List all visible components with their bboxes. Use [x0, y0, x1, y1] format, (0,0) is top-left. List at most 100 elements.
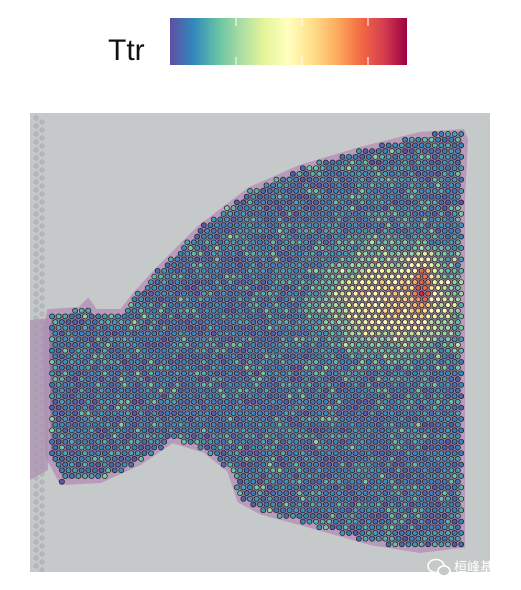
spot: [227, 336, 234, 343]
spot: [451, 336, 458, 343]
spot: [372, 530, 379, 536]
spot: [207, 290, 214, 297]
spot: [445, 450, 451, 457]
spot: [55, 313, 62, 320]
spot: [428, 250, 435, 257]
spot: [164, 399, 171, 405]
spot: [263, 342, 270, 348]
spot: [200, 290, 207, 297]
spot: [385, 359, 392, 365]
spot: [408, 171, 415, 177]
spot: [250, 490, 257, 496]
spot: [438, 370, 445, 377]
spot: [352, 176, 359, 183]
spot: [233, 404, 240, 411]
spot: [257, 467, 263, 474]
spot: [276, 501, 283, 508]
spot: [92, 353, 98, 360]
spot: [243, 478, 250, 485]
spot: [134, 290, 141, 297]
spot: [115, 381, 121, 388]
spot: [171, 319, 177, 325]
spot: [266, 336, 273, 343]
spot: [161, 404, 168, 411]
spot: [207, 370, 214, 377]
spot: [379, 484, 385, 491]
spot: [339, 267, 346, 274]
spot: [319, 381, 326, 388]
spot: [204, 376, 210, 382]
spot: [379, 393, 385, 400]
spot: [128, 381, 135, 388]
spot: [402, 159, 408, 166]
spot: [224, 433, 230, 439]
spot: [369, 262, 375, 268]
spot: [425, 188, 432, 194]
spot: [121, 404, 128, 411]
spot: [204, 285, 210, 291]
spot: [184, 433, 191, 439]
spot: [356, 456, 362, 462]
spot: [326, 416, 333, 422]
spot: [352, 438, 359, 445]
spot: [299, 416, 306, 422]
spot: [379, 450, 385, 457]
spot: [306, 324, 313, 331]
spot: [309, 467, 316, 474]
spot: [385, 142, 392, 149]
spot: [49, 324, 55, 331]
spot: [349, 182, 356, 189]
spot: [154, 438, 161, 445]
spot: [398, 165, 405, 172]
spot: [395, 330, 402, 337]
spot: [422, 513, 428, 519]
spot: [200, 438, 207, 445]
spot: [451, 290, 458, 297]
spot: [431, 370, 438, 377]
spot: [395, 421, 402, 428]
spot: [313, 416, 319, 422]
fiducial: [39, 479, 45, 485]
spot: [382, 342, 389, 348]
fiducial: [33, 531, 39, 537]
spot: [362, 433, 369, 439]
spot: [303, 364, 309, 371]
spot: [329, 456, 336, 462]
spot: [329, 239, 336, 246]
spot: [346, 256, 352, 263]
spot: [286, 427, 293, 434]
spot: [306, 199, 313, 206]
spot: [303, 444, 309, 451]
spot: [240, 461, 247, 468]
spot: [55, 370, 62, 377]
spot: [177, 273, 184, 280]
spot: [65, 467, 72, 474]
spot: [164, 262, 171, 268]
spot: [286, 222, 293, 229]
spot: [95, 416, 102, 422]
spot: [181, 347, 187, 354]
spot: [451, 427, 458, 434]
spot: [161, 427, 168, 434]
spot: [438, 131, 445, 137]
spot: [369, 421, 375, 428]
spot: [392, 347, 399, 354]
spot: [458, 131, 465, 137]
spot: [365, 245, 372, 251]
spot: [326, 370, 333, 377]
spot: [62, 336, 69, 343]
spot: [62, 359, 69, 365]
spot: [121, 393, 128, 400]
spot: [253, 404, 260, 411]
spot: [385, 279, 392, 286]
spot: [445, 131, 451, 137]
spot: [405, 416, 412, 422]
spot: [448, 524, 455, 531]
spot: [290, 353, 296, 360]
spot: [240, 324, 247, 331]
spot: [257, 410, 263, 417]
spot: [326, 484, 333, 491]
spot: [369, 193, 375, 200]
spot: [415, 421, 422, 428]
spot: [415, 364, 422, 371]
